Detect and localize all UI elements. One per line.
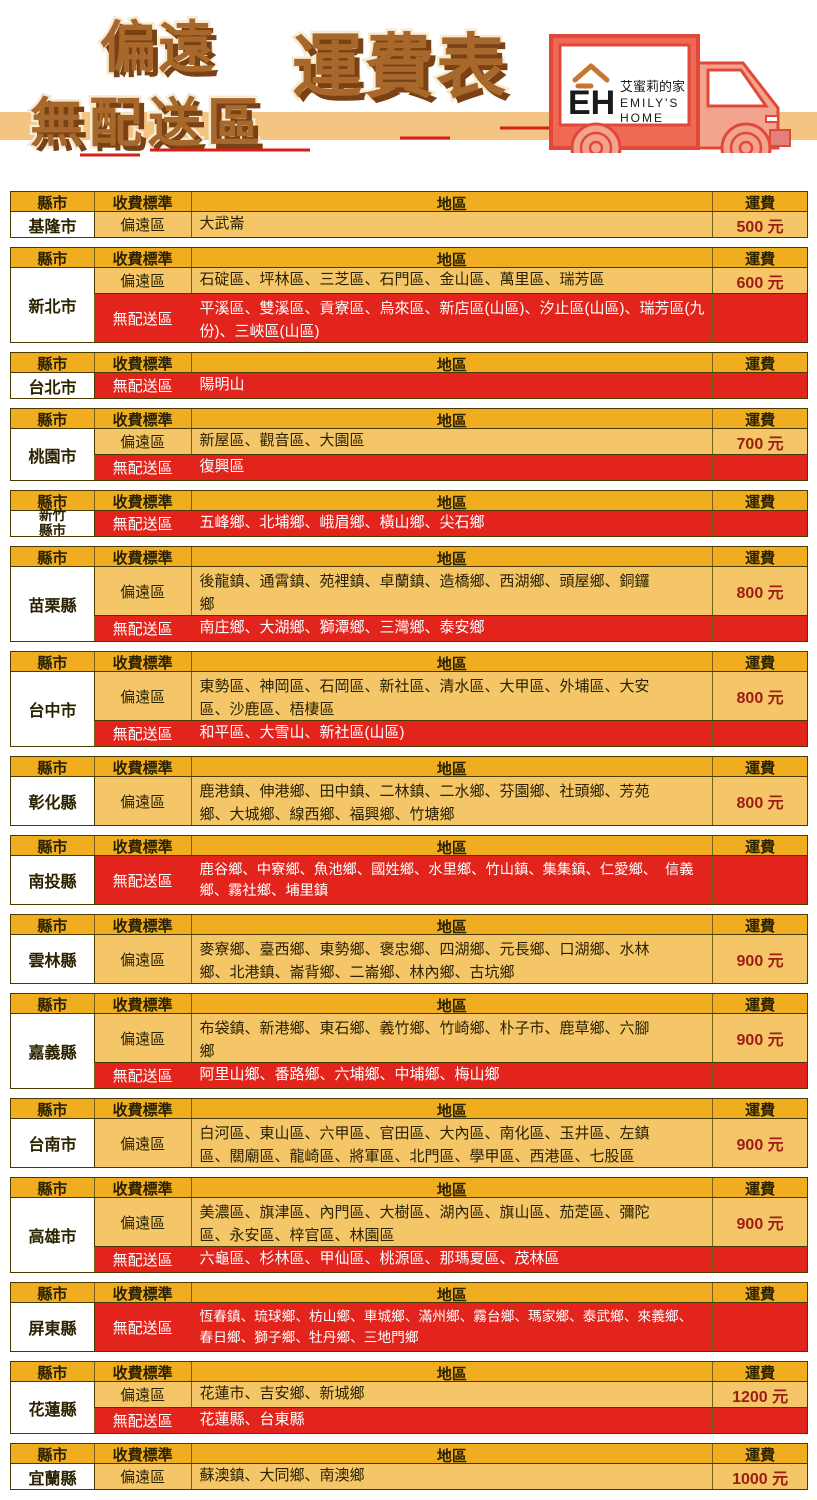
svg-text:艾蜜莉的家: 艾蜜莉的家 bbox=[620, 79, 685, 94]
svg-text:EMILY'S: EMILY'S bbox=[620, 96, 679, 110]
svg-text:EH: EH bbox=[568, 84, 615, 122]
svg-text:HOME: HOME bbox=[620, 111, 664, 125]
